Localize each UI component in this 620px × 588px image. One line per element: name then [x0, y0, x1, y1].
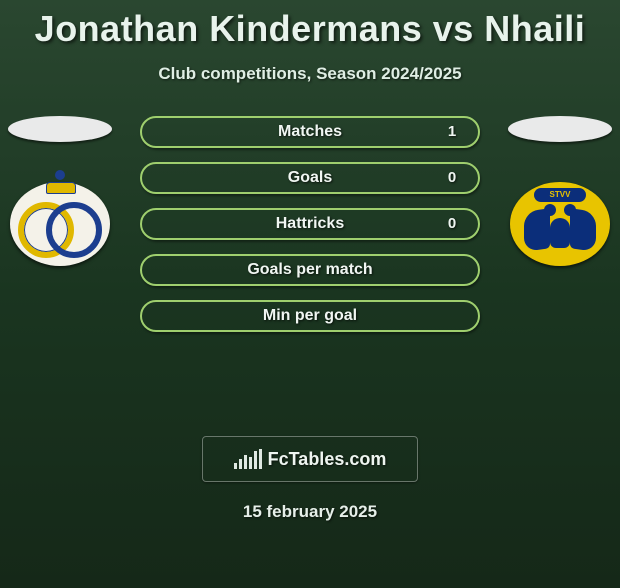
club-badge-right-banner: STVV: [534, 188, 586, 202]
chart-icon: [234, 449, 262, 469]
club-badge-right: STVV: [510, 182, 610, 266]
site-logo-text: FcTables.com: [268, 449, 387, 470]
match-date: 15 february 2025: [0, 502, 620, 522]
eagle-icon: [524, 204, 596, 260]
stat-row: Goals0: [140, 162, 480, 194]
stat-row: Min per goal: [140, 300, 480, 332]
player-left-column: [0, 116, 120, 266]
page-title: Jonathan Kindermans vs Nhaili: [0, 8, 620, 50]
stat-row: Goals per match: [140, 254, 480, 286]
player-left-silhouette: [8, 116, 112, 142]
stat-right-value: 0: [428, 210, 476, 238]
site-logo: FcTables.com: [202, 436, 418, 482]
comparison-panel: STVV Matches1 Goals0 Hattricks0 Goals per m…: [0, 116, 620, 416]
stat-right-value: [428, 256, 476, 284]
subtitle: Club competitions, Season 2024/2025: [0, 64, 620, 84]
stat-row: Matches1: [140, 116, 480, 148]
club-badge-left: [10, 182, 110, 266]
player-right-silhouette: [508, 116, 612, 142]
player-right-column: STVV: [500, 116, 620, 266]
stat-row: Hattricks0: [140, 208, 480, 240]
stat-right-value: 1: [428, 118, 476, 146]
stat-right-value: [428, 302, 476, 330]
stat-right-value: 0: [428, 164, 476, 192]
stats-list: Matches1 Goals0 Hattricks0 Goals per match M…: [140, 116, 480, 332]
